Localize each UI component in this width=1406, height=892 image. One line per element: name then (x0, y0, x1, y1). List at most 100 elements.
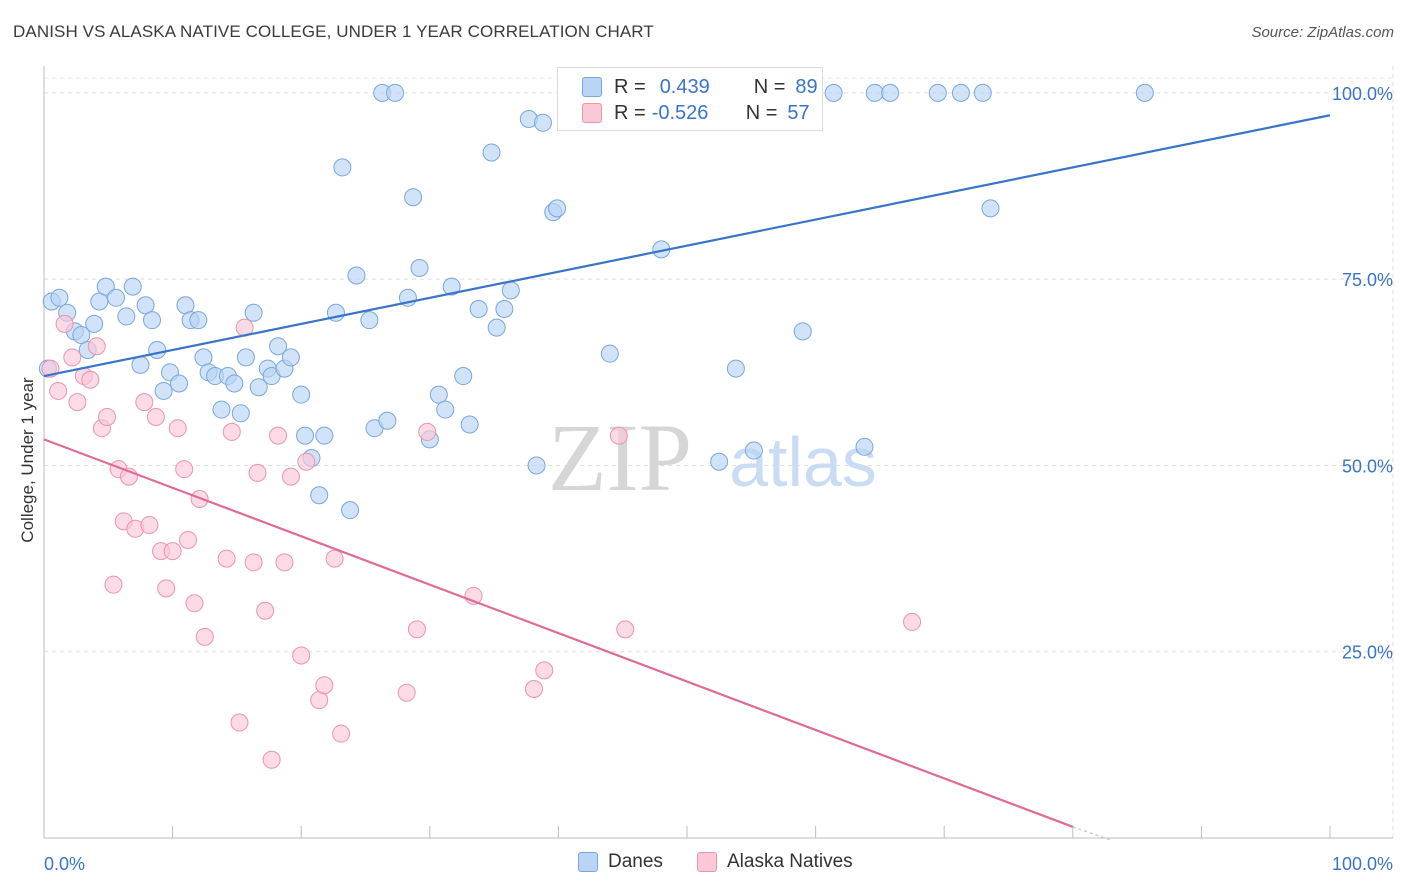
danes-point (333, 158, 352, 177)
tick-labels: 25.0% 50.0% 75.0% 100.0% 0.0% 100.0% (44, 84, 1393, 874)
alaska-natives-point (244, 553, 263, 572)
danes-point (469, 299, 488, 318)
alaska-natives-point (104, 575, 123, 594)
danes-point (360, 311, 379, 330)
n-label: N = (753, 75, 786, 98)
danes-point (973, 83, 992, 102)
alaska-natives-point (49, 381, 68, 400)
legend-item-danes: Danes (578, 851, 663, 873)
danes-point (410, 259, 429, 277)
legend-item-alaska-natives: Alaska Natives (697, 851, 853, 873)
danes-point (296, 426, 315, 445)
danes-point (501, 281, 520, 300)
danes-point (378, 411, 397, 430)
danes-point (442, 277, 461, 296)
y-tick-label: 100.0% (1332, 84, 1393, 104)
alaska-natives-point (195, 627, 214, 646)
danes-point (236, 348, 255, 367)
danes-point (231, 404, 250, 423)
danes-point (436, 400, 455, 419)
y-tick-label: 25.0% (1342, 643, 1393, 663)
source-credit: Source: ZipAtlas.com (1251, 24, 1394, 41)
danes-point (96, 277, 115, 296)
danes-point (404, 188, 423, 207)
alaska-natives-point (524, 679, 543, 698)
alaska-natives-point (297, 452, 316, 471)
alaska-natives-point (68, 393, 87, 412)
alaska-natives-point (222, 422, 241, 441)
alaska-natives-point (325, 549, 344, 568)
alaska-natives-point (418, 422, 437, 441)
stats-legend: R = 0.439 N = 89 R = -0.526 N = 57 (557, 67, 823, 131)
r-label: R = (614, 101, 646, 124)
alaska-natives-point (163, 542, 182, 561)
alaska-natives-point (535, 661, 554, 680)
watermark: ZIP atlas (548, 404, 877, 511)
x-tick-label: 0.0% (44, 854, 85, 874)
alaska-natives-point (140, 516, 159, 535)
danes-point (117, 307, 136, 326)
danes-point (310, 486, 329, 505)
danes-point (482, 143, 501, 162)
alaska-natives-point (407, 620, 426, 639)
alaska-natives-point (903, 612, 922, 631)
danes-point (249, 378, 268, 397)
alaska-natives-point (281, 467, 300, 486)
danes-point (454, 367, 473, 386)
alaska-natives-legend-swatch (697, 852, 717, 872)
danes-point (429, 385, 448, 404)
danes-point (85, 314, 104, 333)
danes-point (170, 374, 189, 393)
alaska-natives-point (179, 530, 198, 549)
y-axis-label: College, Under 1 year (18, 377, 37, 543)
alaska-natives-point (616, 620, 635, 639)
danes-point (981, 199, 1000, 218)
danes-point (90, 292, 109, 311)
alaska-natives-point (230, 713, 249, 732)
alaska-natives-point (292, 646, 311, 665)
danes-point (710, 452, 729, 471)
alaska-natives-point (63, 348, 82, 367)
danes-point (123, 277, 142, 296)
alaska-natives-point (269, 426, 288, 445)
trend-lines (43, 114, 1331, 841)
danes-point (495, 299, 514, 318)
stats-row-alaska-natives: R = -0.526 N = 57 (582, 100, 810, 126)
y-tick-label: 75.0% (1342, 270, 1393, 290)
danes-point (865, 83, 884, 102)
danes-trend-line (43, 114, 1331, 378)
alaska-natives-point (157, 579, 176, 598)
danes-point (744, 441, 763, 460)
watermark-atlas: atlas (729, 423, 877, 501)
alaska-natives-point (135, 393, 154, 412)
danes-point (315, 426, 334, 445)
alaska-natives-trend-extension (1072, 826, 1112, 841)
legend-label-danes: Danes (608, 851, 663, 872)
alaska-natives-point (609, 426, 628, 445)
alaska-natives-point (168, 419, 187, 438)
danes-point (487, 318, 506, 337)
n-value: 89 (795, 75, 818, 98)
danes-point (212, 400, 231, 419)
r-label: R = (614, 75, 646, 98)
n-label: N = (745, 101, 778, 124)
danes-point (824, 83, 843, 102)
danes-swatch (582, 77, 602, 97)
alaska-natives-point (98, 408, 117, 427)
alaska-natives-point (55, 314, 74, 333)
danes-point (460, 415, 479, 434)
alaska-natives-point (217, 549, 236, 568)
n-value: 57 (787, 101, 810, 124)
stats-row-danes: R = 0.439 N = 89 (582, 74, 818, 100)
watermark-zip: ZIP (548, 404, 692, 511)
x-tick-label: 100.0% (1332, 854, 1393, 874)
danes-point (143, 311, 162, 330)
alaska-natives-point (87, 337, 106, 356)
r-value: 0.439 (659, 75, 710, 98)
danes-point (600, 344, 619, 363)
alaska-natives-point (185, 594, 204, 613)
danes-point (928, 83, 947, 102)
y-tick-label: 50.0% (1342, 456, 1393, 476)
alaska-natives-point (146, 408, 165, 427)
